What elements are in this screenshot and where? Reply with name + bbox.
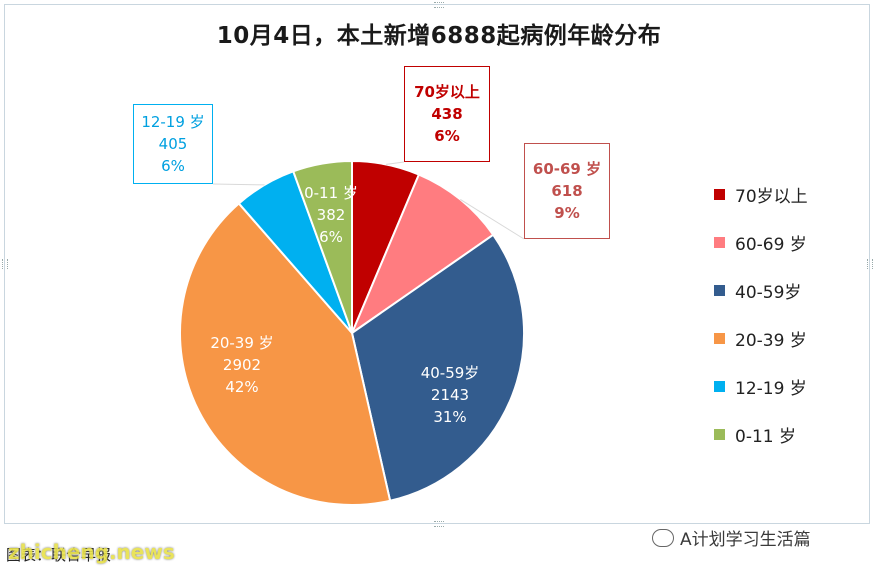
legend-swatch — [714, 236, 725, 248]
pie-slice-3[interactable] — [179, 202, 392, 506]
chart-title: 10月4日，本土新增6888起病例年龄分布 — [216, 23, 662, 49]
pie-slice-2[interactable] — [350, 233, 525, 502]
legend-item-1[interactable]: 60-69 岁 — [714, 230, 864, 255]
wechat-icon — [652, 528, 674, 547]
legend: 70岁以上 60-69 岁 40-59岁 20-39 岁 12-19 岁 0-11 岁 — [714, 182, 864, 471]
leader-line-0 — [386, 161, 405, 165]
legend-swatch — [714, 381, 725, 393]
resize-handle-right[interactable] — [867, 259, 873, 269]
data-label-line: 405 — [158, 135, 188, 153]
resize-handle-left[interactable] — [2, 259, 8, 269]
leader-line-1 — [460, 198, 525, 240]
data-label-1: 60-69 岁 618 9% — [524, 143, 610, 239]
data-label-line: 6% — [161, 157, 185, 175]
legend-swatch — [714, 333, 725, 345]
legend-label: 12-19 岁 — [735, 379, 807, 400]
resize-handle-bottom[interactable] — [434, 521, 444, 527]
data-label-line: 618 — [551, 182, 583, 200]
resize-handle-top[interactable] — [434, 2, 444, 8]
source-credit: 图表：联合早报 — [6, 546, 112, 564]
data-label-line: 9% — [554, 204, 580, 222]
data-label-line: 2902 — [222, 356, 262, 374]
wechat-watermark: A计划学习生活篇 — [652, 525, 811, 550]
data-label-line: 2143 — [430, 386, 470, 404]
legend-item-0[interactable]: 70岁以上 — [714, 182, 864, 207]
data-label-line: 6% — [434, 127, 460, 145]
legend-swatch — [714, 284, 725, 296]
data-label-line: 438 — [431, 105, 463, 123]
data-label-line: 6% — [319, 228, 343, 246]
data-label-line: 12-19 岁 — [141, 113, 205, 131]
data-label-line: 70岁以上 — [414, 83, 480, 101]
data-label-4: 12-19 岁 405 6% — [133, 104, 213, 184]
data-label-line: 40-59岁 — [420, 364, 480, 382]
legend-item-2[interactable]: 40-59岁 — [714, 278, 864, 303]
pie-slice-1[interactable] — [349, 173, 495, 336]
data-label-5: 0-11 岁 382 6% — [296, 180, 366, 250]
site-watermark: zhicheng.news — [8, 540, 175, 564]
legend-label: 60-69 岁 — [735, 234, 807, 255]
data-label-line: 0-11 岁 — [304, 184, 358, 202]
legend-label: 40-59岁 — [735, 282, 802, 303]
legend-label: 0-11 岁 — [735, 427, 796, 448]
data-label-line: 31% — [433, 408, 467, 426]
legend-item-5[interactable]: 0-11 岁 — [714, 423, 864, 447]
data-label-line: 20-39 岁 — [210, 334, 274, 352]
data-label-0: 70岁以上 438 6% — [404, 66, 490, 162]
legend-item-4[interactable]: 12-19 岁 — [714, 375, 864, 399]
legend-item-3[interactable]: 20-39 岁 — [714, 327, 864, 351]
data-label-3: 20-39 岁 2902 42% — [192, 330, 292, 400]
pie-slice-5[interactable] — [291, 159, 353, 334]
legend-swatch — [714, 188, 725, 200]
data-label-line: 60-69 岁 — [532, 160, 602, 178]
legend-label: 70岁以上 — [735, 186, 808, 207]
data-label-line: 382 — [316, 206, 346, 224]
data-label-2: 40-59岁 2143 31% — [400, 360, 500, 430]
data-label-line: 42% — [225, 378, 259, 396]
legend-swatch — [714, 429, 725, 441]
leader-line-4 — [212, 183, 265, 186]
chart-frame — [4, 4, 870, 524]
legend-label: 20-39 岁 — [735, 331, 807, 352]
